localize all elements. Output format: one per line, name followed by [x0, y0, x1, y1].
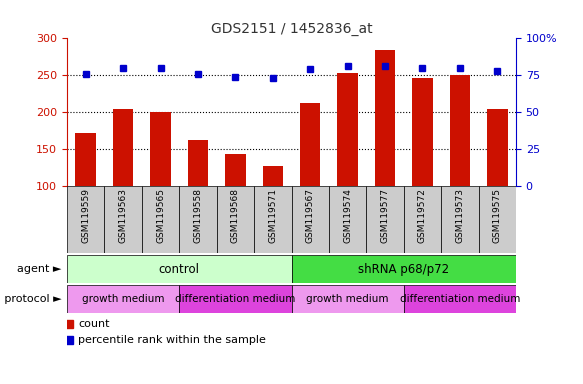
Text: GSM119559: GSM119559 [81, 188, 90, 243]
Text: GSM119565: GSM119565 [156, 188, 165, 243]
Bar [412, 78, 433, 186]
Bar [75, 133, 96, 186]
Bar [479, 186, 516, 253]
Text: growth medium: growth medium [82, 294, 164, 304]
Text: count: count [78, 319, 110, 329]
Bar [338, 73, 358, 186]
Bar [67, 255, 292, 283]
Text: GSM119563: GSM119563 [119, 188, 128, 243]
Bar [150, 112, 171, 186]
Bar [67, 285, 179, 313]
Bar [449, 75, 470, 186]
Bar [375, 50, 395, 186]
Bar [292, 186, 329, 253]
Bar [179, 186, 217, 253]
Text: GSM119568: GSM119568 [231, 188, 240, 243]
Bar [262, 166, 283, 186]
Bar [67, 186, 104, 253]
Bar [292, 285, 403, 313]
Bar [329, 186, 366, 253]
Bar [113, 109, 134, 186]
Title: GDS2151 / 1452836_at: GDS2151 / 1452836_at [210, 22, 373, 36]
Bar [188, 141, 208, 186]
Text: differentiation medium: differentiation medium [175, 294, 296, 304]
Bar [441, 186, 479, 253]
Bar [292, 255, 516, 283]
Bar [104, 186, 142, 253]
Text: GSM119558: GSM119558 [194, 188, 202, 243]
Text: growth medium: growth medium [306, 294, 389, 304]
Bar [403, 285, 516, 313]
Bar [217, 186, 254, 253]
Bar [366, 186, 403, 253]
Text: GSM119575: GSM119575 [493, 188, 502, 243]
Text: agent ►: agent ► [17, 264, 61, 274]
Text: GSM119567: GSM119567 [305, 188, 315, 243]
Text: differentiation medium: differentiation medium [400, 294, 520, 304]
Text: GSM119572: GSM119572 [418, 188, 427, 243]
Bar [403, 186, 441, 253]
Text: growth protocol ►: growth protocol ► [0, 294, 61, 304]
Bar [300, 103, 321, 186]
Text: GSM119573: GSM119573 [455, 188, 464, 243]
Text: control: control [159, 263, 200, 276]
Bar [225, 154, 245, 186]
Text: percentile rank within the sample: percentile rank within the sample [78, 335, 266, 345]
Bar [179, 285, 292, 313]
Bar [142, 186, 180, 253]
Bar [487, 109, 508, 186]
Text: GSM119571: GSM119571 [268, 188, 278, 243]
Text: GSM119577: GSM119577 [381, 188, 389, 243]
Text: shRNA p68/p72: shRNA p68/p72 [358, 263, 449, 276]
Bar [254, 186, 292, 253]
Text: GSM119574: GSM119574 [343, 188, 352, 243]
